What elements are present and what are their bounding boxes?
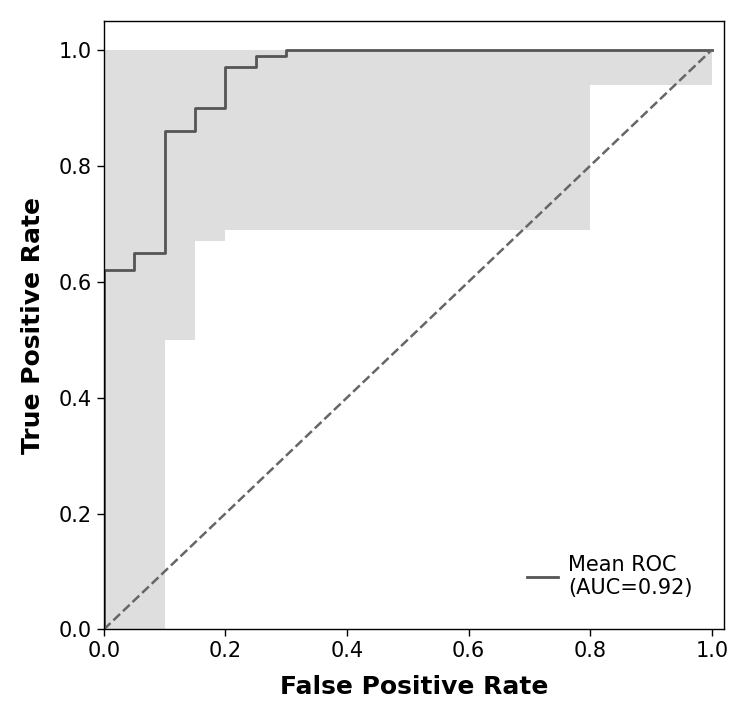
Y-axis label: True Positive Rate: True Positive Rate bbox=[21, 197, 45, 454]
Legend: Mean ROC
(AUC=0.92): Mean ROC (AUC=0.92) bbox=[506, 534, 713, 619]
X-axis label: False Positive Rate: False Positive Rate bbox=[280, 675, 548, 699]
